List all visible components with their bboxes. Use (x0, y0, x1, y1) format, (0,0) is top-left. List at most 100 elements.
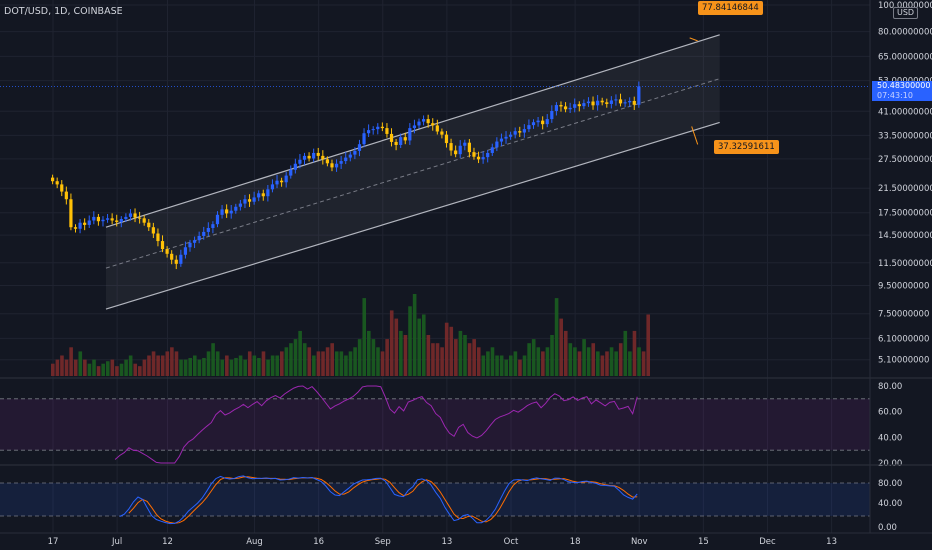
candle-body (261, 193, 265, 197)
volume-bar (536, 347, 541, 376)
time-tick-label: 12 (162, 537, 173, 547)
price-tick-label: 21.50000000 (878, 184, 932, 194)
candle-body (632, 100, 636, 105)
candle-body (110, 218, 114, 221)
candle (83, 218, 87, 231)
candle-body (156, 233, 160, 242)
price-tick-label: 33.50000000 (878, 131, 932, 141)
candle-body (165, 249, 169, 254)
volume-bar (458, 330, 463, 376)
volume-bar (371, 339, 376, 376)
candle-body (183, 247, 188, 255)
candle-body (614, 99, 618, 101)
candle (312, 148, 316, 163)
volume-bar (261, 351, 266, 376)
stoch-pane[interactable]: 80.00 40.00 0.00 (0, 475, 902, 533)
candle (165, 246, 169, 258)
candle (614, 94, 618, 106)
candle (96, 213, 100, 226)
channel-lower-label: 37.32591611 (714, 140, 779, 154)
candle (554, 102, 558, 116)
candle-body (78, 222, 82, 229)
candle (367, 124, 371, 137)
candle (490, 143, 494, 156)
candle (105, 213, 110, 223)
grid-lines (0, 0, 870, 533)
candle-body (334, 163, 339, 168)
candle (586, 97, 591, 107)
volume-bar (509, 355, 513, 376)
candle-body (105, 218, 110, 220)
volume-bar (119, 363, 124, 376)
volume-bar (183, 359, 188, 376)
candle-body (312, 152, 316, 159)
candle-body (215, 214, 220, 225)
candle-body (618, 99, 623, 104)
candle-body (170, 253, 174, 260)
candle (476, 151, 481, 164)
candle-body (367, 130, 371, 134)
candle (69, 193, 73, 231)
candle (449, 138, 453, 156)
candle-body (449, 143, 453, 151)
candle-body (344, 157, 348, 162)
candle-body (174, 259, 178, 264)
candle-body (385, 128, 389, 134)
candle-body (504, 136, 508, 139)
candle (147, 219, 151, 231)
stoch-k-line (119, 475, 638, 525)
candle-body (284, 175, 288, 183)
rsi-tick-label: 20.00 (878, 459, 902, 469)
volume-bar (197, 359, 202, 376)
time-tick-label: Jul (111, 537, 122, 547)
volume-bar (531, 339, 536, 376)
candle-body (307, 155, 311, 159)
candle-body (325, 159, 329, 164)
regression-channel[interactable] (105, 34, 720, 310)
volume-bar (646, 314, 650, 376)
candle-body (541, 120, 545, 125)
candle (426, 114, 430, 128)
volume-bar (257, 357, 261, 376)
candle (234, 203, 238, 214)
candle (64, 186, 68, 205)
candle (179, 249, 183, 267)
volume-bar (399, 330, 403, 376)
candles[interactable] (0, 81, 870, 270)
candle-body (202, 231, 206, 236)
candle (101, 216, 105, 227)
candle-body (160, 241, 165, 250)
candle (444, 131, 449, 148)
time-tick-label: 17 (48, 537, 59, 547)
candle (591, 96, 595, 110)
price-tick-label: 100.0000000 (878, 1, 932, 11)
candle-body (586, 101, 591, 104)
candle-body (486, 152, 490, 158)
currency-button[interactable]: USD (893, 7, 919, 19)
volume-bar (252, 355, 257, 376)
candle-body (298, 159, 302, 164)
candle (119, 216, 123, 228)
candle (600, 97, 604, 106)
rsi-pane[interactable]: 80.00 60.00 40.00 20.00 (0, 382, 902, 469)
candle (559, 101, 563, 112)
price-tick-label: 6.10000000 (878, 334, 929, 344)
candle (399, 133, 403, 148)
channel-upper-label: 77.84146844 (698, 1, 763, 15)
candle-body (51, 177, 55, 182)
stoch-tick-label: 40.00 (878, 499, 902, 509)
candle-body (637, 86, 641, 105)
volume-bar (334, 351, 339, 376)
time-tick-label: 16 (313, 537, 324, 547)
volume-bar (563, 330, 568, 376)
candle (339, 156, 343, 169)
candle (527, 119, 531, 133)
volume-bar (266, 359, 270, 376)
volume-bar (353, 347, 357, 376)
volume-bar (522, 355, 527, 376)
candle (252, 191, 256, 205)
volume-bar (133, 363, 138, 376)
candle-body (605, 102, 609, 104)
candle-body (362, 133, 366, 145)
